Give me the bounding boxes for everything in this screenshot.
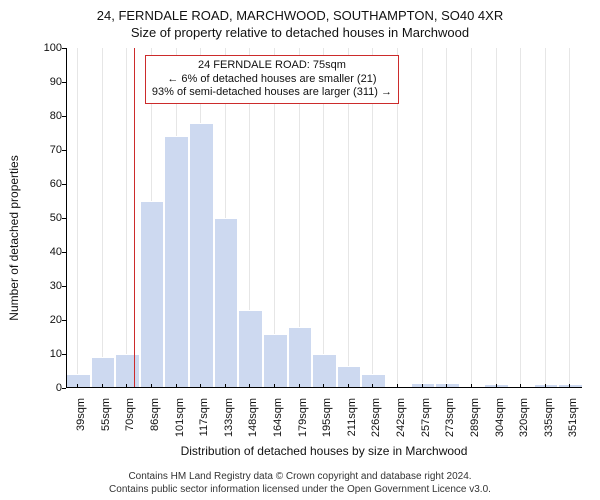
x-tick-mark	[372, 384, 373, 388]
y-tick-mark	[62, 48, 66, 49]
x-tick-mark	[446, 384, 447, 388]
y-tick-mark	[62, 184, 66, 185]
y-tick-label: 60	[32, 178, 62, 190]
y-tick-label: 80	[32, 110, 62, 122]
y-tick-mark	[62, 320, 66, 321]
x-tick-label: 304sqm	[494, 398, 506, 437]
x-tick-mark	[569, 384, 570, 388]
y-axis-label: Number of detached properties	[7, 155, 21, 320]
x-tick-mark	[225, 384, 226, 388]
x-tick-label: 133sqm	[223, 398, 235, 437]
histogram-bar	[115, 354, 140, 388]
histogram-bar	[288, 327, 313, 388]
y-tick-label: 10	[32, 348, 62, 360]
x-tick-mark	[274, 384, 275, 388]
x-tick-label: 257sqm	[420, 398, 432, 437]
annotation-box: 24 FERNDALE ROAD: 75sqm← 6% of detached …	[145, 55, 399, 104]
x-tick-mark	[545, 384, 546, 388]
x-tick-label: 164sqm	[272, 398, 284, 437]
histogram-bar	[140, 201, 165, 388]
histogram-bar	[263, 334, 288, 388]
x-tick-label: 117sqm	[198, 398, 210, 436]
x-tick-label: 242sqm	[395, 398, 407, 437]
histogram-bar	[189, 123, 214, 388]
y-tick-mark	[62, 354, 66, 355]
x-tick-label: 70sqm	[124, 398, 136, 431]
x-axis-label: Distribution of detached houses by size …	[66, 444, 582, 458]
annotation-line: 24 FERNDALE ROAD: 75sqm	[152, 59, 392, 73]
x-tick-label: 86sqm	[149, 398, 161, 431]
x-tick-mark	[496, 384, 497, 388]
y-tick-mark	[62, 150, 66, 151]
x-tick-label: 148sqm	[247, 398, 259, 437]
x-tick-label: 39sqm	[75, 398, 87, 431]
y-tick-label: 100	[32, 42, 62, 54]
x-tick-label: 226sqm	[370, 398, 382, 437]
x-tick-mark	[102, 384, 103, 388]
chart-title: 24, FERNDALE ROAD, MARCHWOOD, SOUTHAMPTO…	[8, 8, 592, 23]
x-tick-label: 335sqm	[543, 398, 555, 437]
footer-line-2: Contains public sector information licen…	[8, 483, 592, 496]
y-tick-label: 50	[32, 212, 62, 224]
marker-line-icon	[134, 48, 136, 388]
x-tick-mark	[348, 384, 349, 388]
x-tick-mark	[422, 384, 423, 388]
y-tick-label: 40	[32, 246, 62, 258]
x-tick-labels: 39sqm 55sqm 70sqm 86sqm 101sqm 117sqm 133sqm 14…	[66, 388, 582, 442]
plot-area: 24 FERNDALE ROAD: 75sqm← 6% of detached …	[66, 48, 582, 388]
x-tick-label: 101sqm	[174, 398, 186, 437]
y-tick-label: 0	[32, 382, 62, 394]
x-tick-label: 351sqm	[567, 398, 579, 437]
histogram-bar	[164, 136, 189, 388]
histogram-bar	[91, 357, 116, 388]
x-tick-mark	[77, 384, 78, 388]
y-tick-mark	[62, 252, 66, 253]
histogram-bar	[361, 374, 386, 388]
x-tick-label: 55sqm	[100, 398, 112, 431]
x-tick-mark	[200, 384, 201, 388]
histogram-bar	[214, 218, 239, 388]
x-tick-mark	[249, 384, 250, 388]
x-tick-mark	[323, 384, 324, 388]
x-tick-mark	[126, 384, 127, 388]
y-tick-mark	[62, 116, 66, 117]
x-tick-label: 211sqm	[346, 398, 358, 436]
histogram-bar	[66, 374, 91, 388]
footer-line-1: Contains HM Land Registry data © Crown c…	[8, 470, 592, 483]
y-axis-line	[66, 48, 67, 388]
x-tick-label: 320sqm	[518, 398, 530, 437]
histogram-bar	[337, 366, 362, 388]
histogram-bar	[312, 354, 337, 388]
x-tick-label: 273sqm	[444, 398, 456, 437]
y-tick-label: 70	[32, 144, 62, 156]
x-tick-label: 195sqm	[321, 398, 333, 437]
chart-container: 24, FERNDALE ROAD, MARCHWOOD, SOUTHAMPTO…	[0, 0, 600, 500]
histogram-bar	[238, 310, 263, 388]
y-tick-label: 30	[32, 280, 62, 292]
x-tick-mark	[151, 384, 152, 388]
annotation-line: ← 6% of detached houses are smaller (21)	[152, 73, 392, 87]
x-tick-label: 179sqm	[297, 398, 309, 437]
x-tick-mark	[520, 384, 521, 388]
y-tick-mark	[62, 286, 66, 287]
x-tick-mark	[176, 384, 177, 388]
x-tick-mark	[471, 384, 472, 388]
x-tick-mark	[299, 384, 300, 388]
y-tick-mark	[62, 218, 66, 219]
y-tick-mark	[62, 82, 66, 83]
annotation-line: 93% of semi-detached houses are larger (…	[152, 86, 392, 100]
y-tick-label: 90	[32, 76, 62, 88]
chart-subtitle: Size of property relative to detached ho…	[8, 25, 592, 40]
x-tick-mark	[397, 384, 398, 388]
x-tick-label: 289sqm	[469, 398, 481, 437]
footer-attribution: Contains HM Land Registry data © Crown c…	[8, 470, 592, 496]
y-tick-label: 20	[32, 314, 62, 326]
